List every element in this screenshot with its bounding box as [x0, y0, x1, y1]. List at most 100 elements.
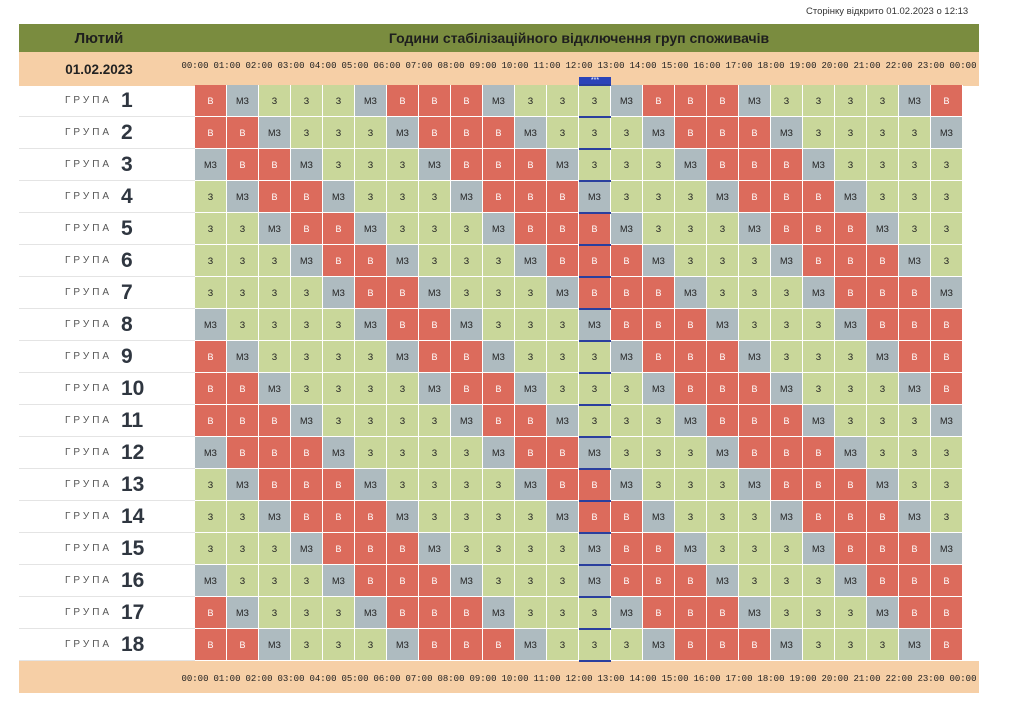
- group-word: ГРУПА: [65, 383, 113, 394]
- schedule-cell: З: [803, 117, 835, 149]
- group-label: ГРУПА 2: [19, 117, 195, 149]
- schedule-cell: В: [515, 149, 547, 181]
- schedule-cell: МЗ: [835, 565, 867, 597]
- hour-label: 10:00: [501, 674, 529, 684]
- schedule-cell: З: [387, 469, 419, 501]
- schedule-cell: З: [195, 245, 227, 277]
- schedule-cell: В: [451, 341, 483, 373]
- hours-footer-bar: [19, 661, 979, 693]
- hour-label: 03:00: [277, 61, 305, 71]
- schedule-cell: З: [643, 469, 675, 501]
- schedule-cell: МЗ: [899, 245, 931, 277]
- schedule-cell: В: [195, 405, 227, 437]
- schedule-cell: В: [707, 117, 739, 149]
- schedule-cell: В: [771, 469, 803, 501]
- schedule-cell: З: [835, 341, 867, 373]
- hour-label: 13:00: [597, 674, 625, 684]
- schedule-cell: В: [611, 565, 643, 597]
- current-hour-tick: [579, 532, 611, 534]
- current-hour-tick: [579, 404, 611, 406]
- schedule-cell: В: [291, 213, 323, 245]
- schedule-cell: З: [515, 85, 547, 117]
- schedule-cell: З: [899, 469, 931, 501]
- schedule-cell: В: [803, 469, 835, 501]
- schedule-cell: З: [675, 501, 707, 533]
- schedule-cell: З: [419, 213, 451, 245]
- schedule-cell: В: [835, 469, 867, 501]
- schedule-cell: МЗ: [771, 245, 803, 277]
- schedule-cell: В: [515, 437, 547, 469]
- schedule-cell: МЗ: [611, 597, 643, 629]
- schedule-cell: З: [451, 469, 483, 501]
- schedule-cell: В: [579, 213, 611, 245]
- schedule-cell: З: [387, 373, 419, 405]
- schedule-cell: МЗ: [259, 373, 291, 405]
- schedule-cell: З: [867, 405, 899, 437]
- schedule-cell: З: [803, 597, 835, 629]
- group-word: ГРУПА: [65, 159, 113, 170]
- schedule-cell: В: [323, 245, 355, 277]
- schedule-cell: В: [323, 469, 355, 501]
- current-hour-tick: [579, 596, 611, 598]
- schedule-cell: З: [707, 469, 739, 501]
- schedule-cell: З: [323, 309, 355, 341]
- schedule-cell: З: [227, 309, 259, 341]
- schedule-cell: В: [675, 373, 707, 405]
- schedule-cell: З: [707, 213, 739, 245]
- schedule-cell: В: [739, 373, 771, 405]
- schedule-cell: МЗ: [355, 309, 387, 341]
- schedule-cell: В: [675, 565, 707, 597]
- schedule-cell: В: [579, 469, 611, 501]
- schedule-cell: МЗ: [899, 85, 931, 117]
- schedule-cell: В: [355, 533, 387, 565]
- group-label: ГРУПА 1: [19, 85, 195, 117]
- schedule-cell: З: [227, 277, 259, 309]
- schedule-cell: В: [707, 85, 739, 117]
- schedule-cell: В: [579, 245, 611, 277]
- schedule-cell: МЗ: [803, 149, 835, 181]
- group-number: 9: [121, 344, 133, 368]
- schedule-cell: В: [483, 373, 515, 405]
- schedule-cell: З: [931, 245, 963, 277]
- schedule-cell: З: [899, 149, 931, 181]
- schedule-cell: З: [547, 597, 579, 629]
- schedule-cell: З: [515, 341, 547, 373]
- schedule-cell: З: [547, 629, 579, 661]
- schedule-cell: В: [899, 565, 931, 597]
- schedule-cell: З: [451, 277, 483, 309]
- schedule-cell: МЗ: [355, 85, 387, 117]
- schedule-cell: МЗ: [739, 341, 771, 373]
- schedule-cell: МЗ: [707, 309, 739, 341]
- schedule-cell: З: [419, 501, 451, 533]
- hour-label: 04:00: [309, 674, 337, 684]
- schedule-cell: МЗ: [291, 245, 323, 277]
- schedule-cell: В: [483, 629, 515, 661]
- schedule-cell: МЗ: [803, 277, 835, 309]
- schedule-cell: В: [611, 309, 643, 341]
- group-row: З З МЗ В В МЗ З З З МЗ В В В МЗ З З З МЗ В В В МЗ З З: [195, 213, 963, 245]
- schedule-cell: МЗ: [547, 149, 579, 181]
- schedule-cell: З: [931, 437, 963, 469]
- schedule-cell: В: [707, 629, 739, 661]
- schedule-cell: В: [227, 373, 259, 405]
- schedule-cell: МЗ: [323, 181, 355, 213]
- hour-label: 21:00: [853, 61, 881, 71]
- current-hour-tick: [579, 308, 611, 310]
- schedule-cell: МЗ: [515, 117, 547, 149]
- schedule-cell: З: [931, 213, 963, 245]
- schedule-cell: З: [227, 501, 259, 533]
- schedule-cell: З: [835, 629, 867, 661]
- group-label: ГРУПА 18: [19, 629, 195, 661]
- schedule-cell: З: [867, 117, 899, 149]
- group-label: ГРУПА 16: [19, 565, 195, 597]
- schedule-cell: МЗ: [579, 565, 611, 597]
- schedule-cell: В: [611, 277, 643, 309]
- current-hour-tick: [579, 340, 611, 342]
- schedule-cell: З: [355, 341, 387, 373]
- schedule-cell: В: [771, 405, 803, 437]
- schedule-cell: МЗ: [899, 501, 931, 533]
- schedule-cell: МЗ: [323, 437, 355, 469]
- hours-header-bar: [19, 52, 979, 86]
- schedule-cell: В: [867, 245, 899, 277]
- schedule-cell: МЗ: [611, 469, 643, 501]
